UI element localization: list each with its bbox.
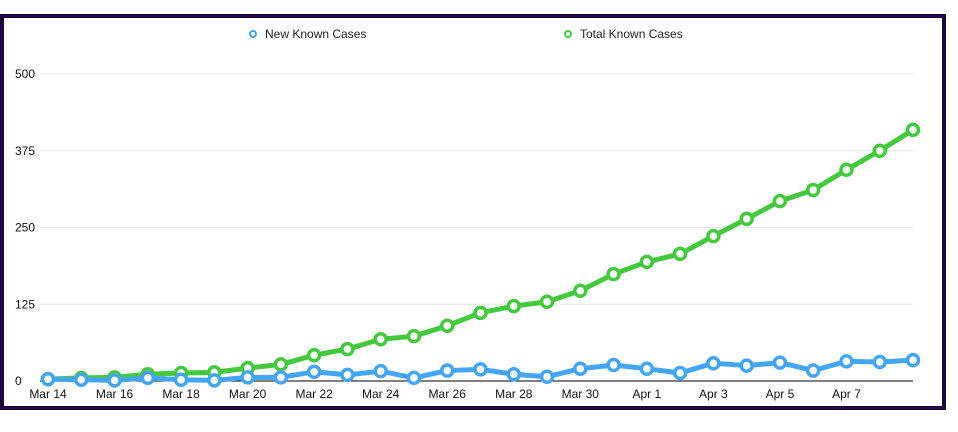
data-point[interactable] [306, 364, 322, 380]
data-point[interactable] [439, 318, 455, 333]
data-point[interactable] [805, 182, 821, 198]
x-tick-label: Apr 5 [766, 387, 795, 401]
x-tick-label: Mar 20 [229, 387, 267, 401]
data-point[interactable] [406, 370, 422, 386]
data-point[interactable] [606, 357, 621, 373]
data-point[interactable] [573, 361, 588, 376]
y-tick-label: 125 [15, 297, 35, 311]
data-point[interactable] [539, 369, 555, 384]
series-new-known-cases [40, 352, 921, 388]
data-point[interactable] [506, 298, 522, 314]
data-point[interactable] [706, 228, 721, 244]
data-point[interactable] [739, 358, 754, 373]
data-point[interactable] [672, 246, 688, 262]
data-point[interactable] [839, 162, 854, 178]
data-point[interactable] [772, 193, 788, 209]
data-point[interactable] [473, 362, 488, 377]
data-point[interactable] [672, 365, 688, 381]
data-point[interactable] [140, 370, 156, 386]
y-tick-label: 500 [15, 67, 35, 81]
data-point[interactable] [805, 363, 821, 378]
data-point[interactable] [340, 341, 355, 357]
data-point[interactable] [74, 372, 89, 388]
x-tick-label: Mar 22 [295, 387, 333, 401]
legend-label: New Known Cases [265, 27, 366, 41]
x-tick-label: Apr 7 [832, 387, 861, 401]
data-point[interactable] [606, 266, 621, 282]
x-axis-ticks: Mar 14 Mar 16 Mar 18 Mar 20 Mar 22 Mar 24 Mar … [29, 387, 861, 401]
data-point[interactable] [273, 370, 289, 385]
data-point[interactable] [240, 370, 255, 385]
data-point[interactable] [872, 143, 887, 158]
chart-frame [0, 14, 946, 410]
legend-marker-icon [564, 30, 572, 38]
data-point[interactable] [905, 352, 921, 368]
data-point[interactable] [639, 361, 655, 376]
data-point[interactable] [439, 363, 455, 378]
data-point[interactable] [539, 294, 555, 310]
data-point[interactable] [207, 373, 222, 388]
series-group [40, 122, 921, 388]
legend-item[interactable]: New Known Cases [249, 27, 366, 41]
data-point[interactable] [639, 254, 655, 270]
data-point[interactable] [107, 373, 122, 388]
gridlines [40, 73, 913, 305]
x-tick-label: Apr 1 [633, 387, 662, 401]
y-tick-label: 250 [15, 221, 35, 235]
data-point[interactable] [905, 122, 921, 138]
data-point[interactable] [173, 372, 189, 388]
data-point[interactable] [40, 371, 56, 387]
y-tick-label: 375 [15, 144, 35, 158]
y-tick-label: 0 [15, 374, 22, 388]
data-point[interactable] [872, 354, 887, 370]
x-tick-label: Mar 16 [96, 387, 134, 401]
x-tick-label: Mar 30 [562, 387, 600, 401]
data-point[interactable] [772, 355, 788, 370]
data-point[interactable] [373, 363, 388, 379]
x-tick-label: Mar 14 [29, 387, 67, 401]
x-tick-label: Mar 28 [495, 387, 533, 401]
legend-item[interactable]: Total Known Cases [564, 27, 683, 41]
series-total-known-cases [40, 122, 921, 387]
x-tick-label: Mar 24 [362, 387, 400, 401]
data-point[interactable] [406, 328, 422, 344]
data-point[interactable] [573, 283, 588, 298]
series-line [47, 127, 915, 382]
legend: New Known Cases Total Known Cases [249, 27, 683, 41]
y-axis-ticks: 0 125 250 375 500 [15, 67, 35, 388]
data-point[interactable] [340, 367, 355, 383]
x-tick-label: Mar 18 [162, 387, 200, 401]
legend-label: Total Known Cases [580, 27, 683, 41]
data-point[interactable] [506, 366, 522, 382]
legend-marker-icon [249, 30, 257, 38]
data-point[interactable] [473, 305, 488, 321]
x-tick-label: Apr 3 [699, 387, 728, 401]
x-tick-label: Mar 26 [429, 387, 467, 401]
data-point[interactable] [739, 211, 754, 227]
data-point[interactable] [373, 331, 388, 347]
data-point[interactable] [706, 355, 721, 371]
data-point[interactable] [839, 354, 854, 369]
data-point[interactable] [306, 347, 322, 363]
data-point[interactable] [273, 357, 289, 372]
